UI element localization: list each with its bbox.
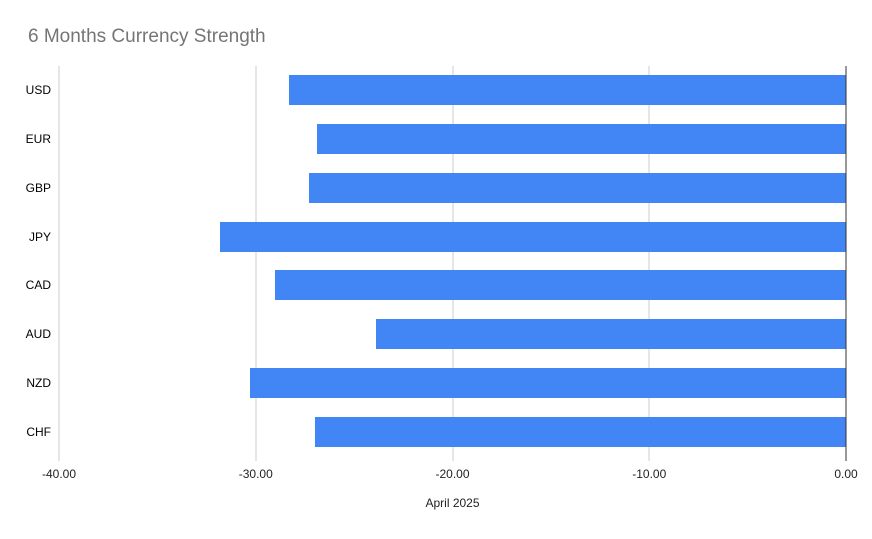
x-tick-label: -40.00 xyxy=(41,467,77,481)
gridline xyxy=(648,66,650,461)
x-tick-label: -30.00 xyxy=(238,467,273,481)
chart-title: 6 Months Currency Strength xyxy=(28,26,266,47)
bar-row-eur: EUR xyxy=(26,115,846,164)
plot-area: USD EUR GBP JPY CAD AUD NZD CHF April 2025 -40.… xyxy=(26,66,858,510)
bar-usd xyxy=(289,75,846,106)
bar-row-aud: AUD xyxy=(26,310,846,359)
bar-chf xyxy=(314,416,846,447)
bar-row-jpy: JPY xyxy=(29,212,846,261)
bar-jpy xyxy=(220,221,846,252)
gridline xyxy=(255,66,257,461)
category-label-chf: CHF xyxy=(26,424,51,439)
x-tick-label: 0.00 xyxy=(834,467,858,481)
bar-row-chf: CHF xyxy=(26,407,846,456)
gridline xyxy=(452,66,453,461)
category-label-aud: AUD xyxy=(25,327,51,342)
category-label-usd: USD xyxy=(25,83,51,98)
x-axis-title: April 2025 xyxy=(425,496,480,510)
zero-axis-line xyxy=(845,66,847,461)
category-label-gbp: GBP xyxy=(25,180,51,195)
category-label-nzd: NZD xyxy=(26,375,51,390)
category-label-jpy: JPY xyxy=(28,229,51,244)
category-label-cad: CAD xyxy=(25,278,51,293)
bar-gbp xyxy=(308,172,846,203)
bar-aud xyxy=(375,319,846,350)
bar-cad xyxy=(275,270,846,301)
bar-eur xyxy=(316,124,846,155)
bar-row-usd: USD xyxy=(26,66,846,115)
bar-row-cad: CAD xyxy=(26,261,846,310)
x-tick-label: -20.00 xyxy=(435,467,470,481)
category-label-eur: EUR xyxy=(25,132,51,147)
bar-row-gbp: GBP xyxy=(26,164,846,213)
bar-rows: USD EUR GBP JPY CAD AUD NZD CHF xyxy=(26,66,846,456)
bar-nzd xyxy=(249,367,846,398)
x-tick-label: -10.00 xyxy=(632,467,667,481)
bar-row-nzd: NZD xyxy=(26,359,846,408)
gridline xyxy=(58,66,60,461)
